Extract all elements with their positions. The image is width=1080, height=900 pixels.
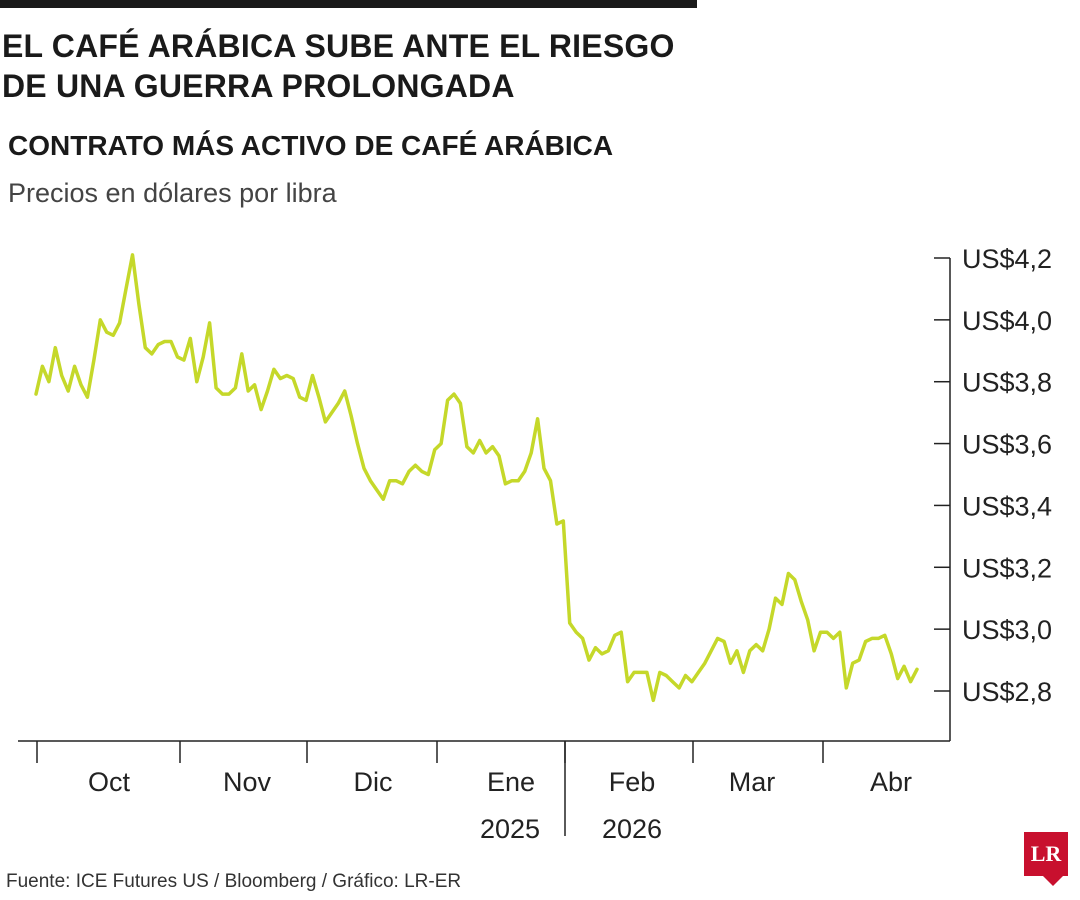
x-tick-label: Dic [354, 767, 393, 797]
chart-labels: US$4,2 US$4,0 US$3,8 US$3,6 US$3,4 US$3,2 US$3… [88, 244, 1052, 840]
y-tick-label: US$3,8 [962, 368, 1052, 398]
headline: EL CAFÉ ARÁBICA SUBE ANTE EL RIESGO DE U… [2, 28, 675, 104]
x-tick-label: Nov [223, 767, 272, 797]
year-label: 2025 [480, 814, 540, 840]
y-tick-label: US$3,2 [962, 553, 1052, 583]
chart-line-layer [34, 253, 919, 703]
price-series-line [34, 253, 919, 703]
x-tick-label: Oct [88, 767, 131, 797]
chart-subtitle: Precios en dólares por libra [8, 178, 337, 208]
y-tick-label: US$4,0 [962, 306, 1052, 336]
x-tick-label: Mar [729, 767, 776, 797]
chart-title: CONTRATO MÁS ACTIVO DE CAFÉ ARÁBICA [8, 130, 614, 161]
y-tick-label: US$3,0 [962, 615, 1052, 645]
y-tick-label: US$4,2 [962, 244, 1052, 274]
x-tick-label: Feb [609, 767, 656, 797]
y-tick-label: US$2,8 [962, 677, 1052, 707]
y-tick-label: US$3,4 [962, 491, 1052, 521]
x-tick-label: Ene [487, 767, 535, 797]
lr-logo-tail [1043, 876, 1063, 886]
source-credit: Fuente: ICE Futures US / Bloomberg / Grá… [6, 871, 462, 892]
top-rule [0, 0, 697, 8]
price-line-chart: US$4,2 US$4,0 US$3,8 US$3,6 US$3,4 US$3,2 US$3… [18, 244, 1052, 840]
lr-logo: LR [1024, 832, 1068, 876]
x-tick-label: Abr [870, 767, 912, 797]
chart-axes [18, 257, 951, 836]
y-tick-label: US$3,6 [962, 430, 1052, 460]
year-label: 2026 [602, 814, 662, 840]
